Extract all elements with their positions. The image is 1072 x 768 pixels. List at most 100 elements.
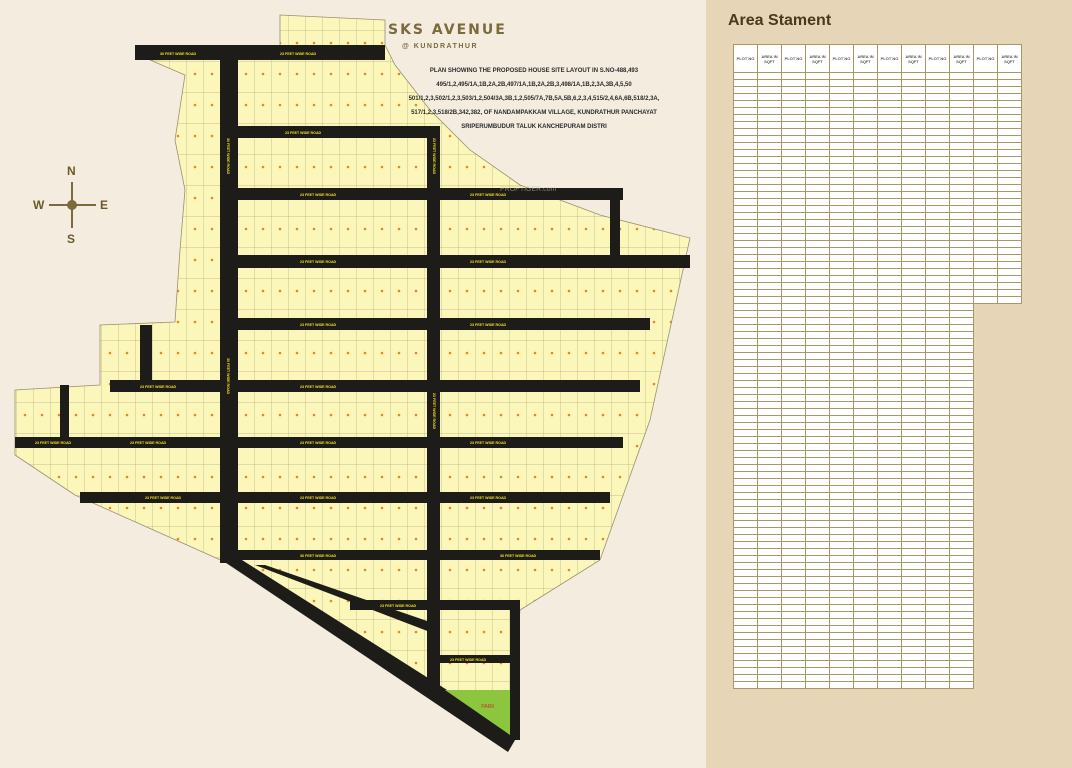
table-cell — [757, 149, 782, 157]
table-row — [733, 401, 1022, 409]
table-cell — [974, 332, 998, 339]
table-cell — [877, 597, 902, 605]
table-cell — [877, 394, 902, 402]
table-cell — [949, 247, 974, 255]
table-cell — [901, 268, 926, 276]
table-cell — [901, 450, 926, 458]
road-label: 23 FEET WIDE ROAD — [450, 658, 487, 662]
table-cell — [853, 359, 878, 367]
table-cell — [925, 583, 950, 591]
table-cell — [733, 254, 758, 262]
road-label: 23 FEET WIDE ROAD — [35, 441, 72, 445]
table-cell — [853, 450, 878, 458]
table-cell — [901, 380, 926, 388]
table-cell — [901, 205, 926, 213]
table-cell — [997, 212, 1022, 220]
table-cell — [973, 128, 998, 136]
table-cell — [949, 212, 974, 220]
table-row — [733, 233, 1022, 241]
table-cell — [757, 338, 782, 346]
table-cell — [853, 93, 878, 101]
table-cell — [733, 219, 758, 227]
table-cell — [998, 325, 1022, 332]
table-cell — [781, 149, 806, 157]
table-cell — [925, 401, 950, 409]
table-cell — [901, 443, 926, 451]
table-cell — [925, 387, 950, 395]
column-header: AREA IN SQFT — [805, 44, 830, 73]
table-cell — [925, 177, 950, 185]
table-cell — [998, 640, 1022, 647]
table-row — [733, 366, 1022, 374]
table-cell — [853, 562, 878, 570]
table-cell — [805, 520, 830, 528]
table-row — [733, 79, 1022, 87]
compass-south: S — [67, 232, 76, 246]
road — [440, 655, 512, 663]
table-cell — [757, 660, 782, 668]
column-header: AREA IN SQFT — [901, 44, 926, 73]
table-cell — [805, 387, 830, 395]
table-row — [733, 380, 1022, 388]
table-cell — [805, 646, 830, 654]
table-cell — [973, 156, 998, 164]
table-cell — [949, 583, 974, 591]
table-cell — [925, 478, 950, 486]
table-cell — [757, 443, 782, 451]
table-cell — [829, 310, 854, 318]
table-cell — [877, 128, 902, 136]
table-cell — [757, 219, 782, 227]
table-cell — [805, 485, 830, 493]
table-cell — [901, 324, 926, 332]
table-row — [733, 359, 1022, 367]
table-cell — [997, 261, 1022, 269]
table-cell — [997, 226, 1022, 234]
table-cell — [781, 590, 806, 598]
table-cell — [733, 303, 758, 311]
table-cell — [877, 261, 902, 269]
table-cell — [949, 478, 974, 486]
table-cell — [853, 324, 878, 332]
table-row — [733, 611, 1022, 619]
table-cell — [877, 478, 902, 486]
table-cell — [805, 541, 830, 549]
table-cell — [781, 282, 806, 290]
table-cell — [829, 247, 854, 255]
table-cell — [949, 240, 974, 248]
table-cell — [877, 100, 902, 108]
table-cell — [949, 310, 974, 318]
table-row — [733, 471, 1022, 479]
table-cell — [853, 590, 878, 598]
table-cell — [974, 472, 998, 479]
table-cell — [949, 324, 974, 332]
table-cell — [949, 79, 974, 87]
table-cell — [877, 443, 902, 451]
table-cell — [757, 373, 782, 381]
table-cell — [949, 527, 974, 535]
table-cell — [781, 499, 806, 507]
table-cell — [901, 597, 926, 605]
road-label: 23 FEET WIDE ROAD — [285, 131, 322, 135]
table-cell — [877, 324, 902, 332]
table-cell — [901, 492, 926, 500]
table-cell — [949, 198, 974, 206]
table-cell — [925, 415, 950, 423]
table-cell — [877, 331, 902, 339]
table-cell — [998, 521, 1022, 528]
table-cell — [805, 254, 830, 262]
table-cell — [877, 205, 902, 213]
table-cell — [949, 639, 974, 647]
table-row — [733, 513, 1022, 521]
table-cell — [877, 121, 902, 129]
table-cell — [973, 296, 998, 304]
table-cell — [901, 618, 926, 626]
table-cell — [925, 128, 950, 136]
table-cell — [829, 457, 854, 465]
table-cell — [997, 86, 1022, 94]
table-row — [733, 653, 1022, 661]
table-cell — [973, 240, 998, 248]
table-row — [733, 261, 1022, 269]
table-cell — [925, 555, 950, 563]
table-cell — [853, 583, 878, 591]
table-cell — [949, 618, 974, 626]
